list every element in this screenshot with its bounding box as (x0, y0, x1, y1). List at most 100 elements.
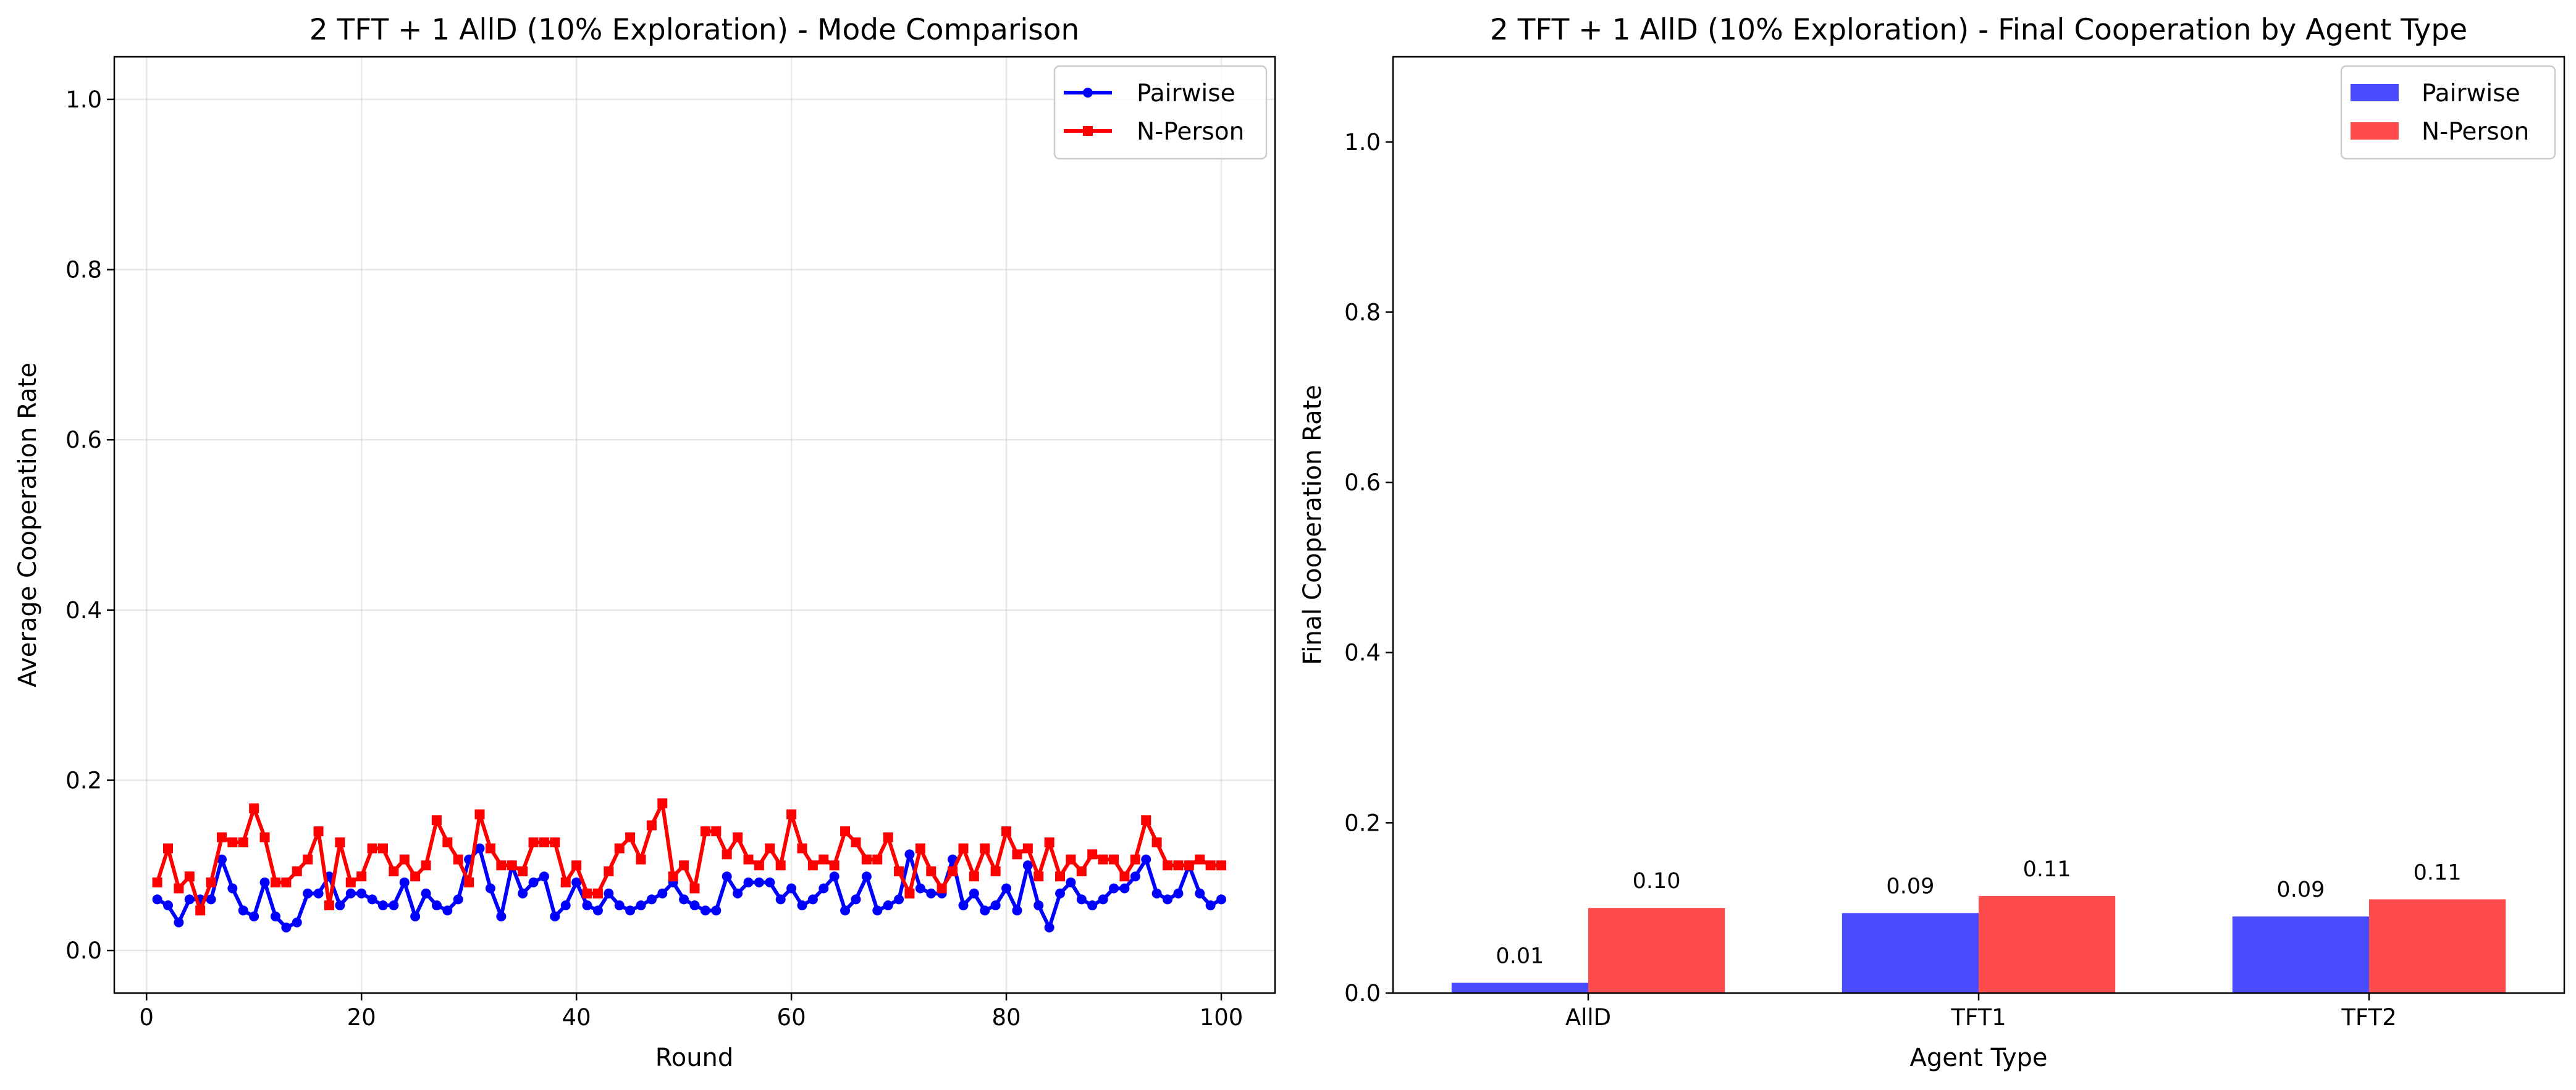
bar-chart-bars: 0.01 0.09 0.09 0.10 0.11 0.11 (1451, 857, 2506, 993)
data-point-n-person (1141, 815, 1151, 826)
data-point-n-person (754, 860, 764, 871)
y-tick-label: 0.6 (1344, 469, 1381, 496)
data-point-pairwise (249, 911, 259, 921)
data-point-n-person (1076, 866, 1087, 876)
data-point-n-person (216, 832, 227, 842)
data-point-pairwise (861, 871, 872, 882)
data-point-n-person (948, 866, 958, 876)
y-tick-label: 0.0 (1344, 980, 1381, 1007)
data-point-pairwise (840, 905, 851, 916)
y-tick-label: 0.4 (65, 597, 102, 624)
data-point-pairwise (722, 871, 732, 882)
line-chart-frame (113, 56, 1276, 994)
data-point-n-person (431, 815, 442, 826)
x-tick-label-tft1: TFT1 (1950, 1004, 2006, 1031)
data-point-n-person (700, 826, 710, 837)
data-point-pairwise (872, 905, 883, 916)
data-point-n-person (1205, 860, 1216, 871)
data-point-n-person (324, 900, 334, 911)
data-point-n-person (377, 843, 388, 853)
data-point-pairwise (389, 900, 399, 911)
bar-value-label: 0.09 (2276, 878, 2325, 902)
data-point-n-person (894, 866, 904, 876)
legend-pairwise-bar-label: Pairwise (2422, 80, 2520, 107)
data-point-n-person (206, 877, 216, 887)
data-point-n-person (604, 866, 614, 876)
data-point-n-person (969, 871, 979, 882)
bar-pairwise-alld (1451, 983, 1588, 993)
data-point-pairwise (883, 900, 893, 911)
data-point-n-person (861, 854, 872, 865)
x-tick-label: 40 (562, 1004, 591, 1031)
data-point-n-person (1033, 871, 1044, 882)
data-point-n-person (1001, 826, 1012, 837)
data-point-n-person (1098, 854, 1108, 865)
data-point-pairwise (206, 894, 216, 905)
data-point-n-person (464, 877, 474, 887)
data-point-pairwise (313, 888, 324, 899)
data-point-pairwise (775, 894, 786, 905)
bar-chart-ylabel: Final Cooperation Rate (1299, 385, 1327, 665)
line-chart-grid (114, 57, 1275, 993)
series-line-n-person (155, 801, 1222, 913)
data-point-pairwise (733, 888, 743, 899)
data-point-n-person (507, 860, 517, 871)
data-point-pairwise (700, 905, 710, 916)
data-point-n-person (335, 837, 345, 848)
data-point-pairwise (345, 888, 356, 899)
data-point-pairwise (646, 894, 657, 905)
data-point-n-person (571, 860, 582, 871)
data-point-pairwise (797, 900, 807, 911)
data-point-n-person (904, 888, 915, 899)
data-point-n-person (980, 843, 990, 853)
bar-chart-ticks: 0.0 0.2 0.4 0.6 0.8 1.0 AllD TFT1 TFT2 (1344, 129, 2397, 1031)
data-point-n-person (410, 871, 421, 882)
data-point-n-person (281, 877, 292, 887)
data-point-pairwise (184, 894, 195, 905)
data-point-n-person (625, 832, 636, 842)
data-point-pairwise (550, 911, 560, 921)
data-point-n-person (711, 826, 722, 837)
data-point-pairwise (765, 877, 775, 887)
x-tick-label: 0 (139, 1004, 154, 1031)
data-point-pairwise (807, 894, 818, 905)
series-line-pairwise (156, 846, 1223, 929)
data-point-pairwise (990, 900, 1001, 911)
data-point-n-person (442, 837, 453, 848)
data-point-pairwise (292, 917, 302, 928)
data-point-n-person (421, 860, 431, 871)
data-point-n-person (582, 888, 592, 899)
data-point-n-person (560, 877, 571, 887)
data-point-pairwise (625, 905, 636, 916)
x-tick-label: 60 (777, 1004, 806, 1031)
series-pairwise (152, 843, 1227, 933)
data-point-pairwise (894, 894, 904, 905)
data-point-pairwise (754, 877, 764, 887)
data-point-n-person (389, 866, 399, 876)
data-point-n-person (819, 854, 829, 865)
data-point-pairwise (689, 900, 700, 911)
data-point-pairwise (453, 894, 463, 905)
data-point-pairwise (969, 888, 979, 899)
data-point-pairwise (1033, 900, 1044, 911)
data-point-pairwise (1163, 894, 1173, 905)
data-point-pairwise (1098, 894, 1108, 905)
y-tick-label: 1.0 (1344, 129, 1381, 156)
data-point-pairwise (259, 877, 270, 887)
data-point-n-person (743, 854, 754, 865)
data-point-n-person (614, 843, 625, 853)
y-tick-label: 0.6 (65, 427, 102, 453)
data-point-pairwise (174, 917, 184, 928)
data-point-pairwise (1195, 888, 1205, 899)
data-point-n-person (926, 866, 937, 876)
data-point-n-person (270, 877, 280, 887)
data-point-pairwise (915, 883, 925, 894)
data-point-n-person (1195, 854, 1205, 865)
data-point-n-person (775, 860, 786, 871)
data-point-pairwise (560, 900, 571, 911)
line-chart-legend: Pairwise N-Person (1053, 65, 1268, 160)
data-point-n-person (195, 905, 206, 916)
data-point-pairwise (227, 883, 238, 894)
line-chart-xlabel: Round (655, 1044, 734, 1072)
legend-nperson-swatch (2351, 122, 2399, 140)
